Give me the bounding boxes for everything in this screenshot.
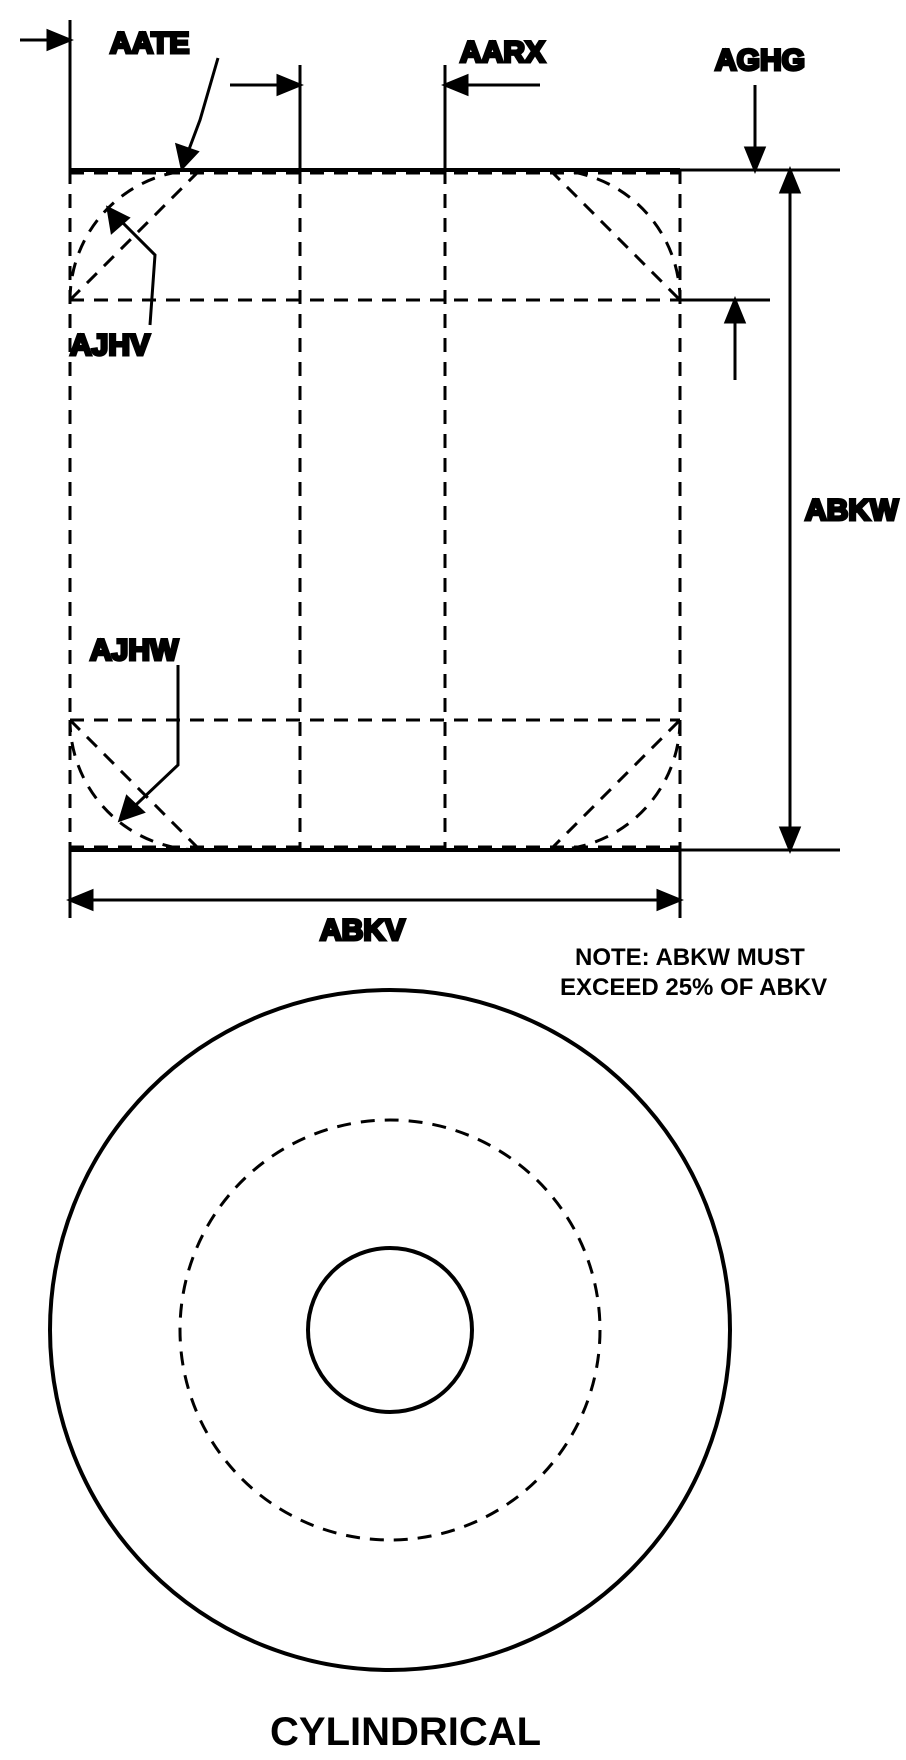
label-abkv: ABKV (320, 914, 405, 947)
aarx-arrowL (278, 76, 300, 94)
hidden-circle (180, 1120, 600, 1540)
aghg-arrow (746, 148, 764, 170)
ajhv-leader-arrow (108, 208, 128, 232)
label-aghg: AGHG (715, 44, 805, 77)
dimensions: AATE AARX AGHG ABKW ABKV (20, 20, 899, 947)
end-view (50, 990, 730, 1670)
chamfer-br (550, 720, 680, 850)
engineering-drawing: AATE AARX AGHG ABKW ABKV (0, 0, 906, 1760)
abkw-arrow-top (781, 170, 799, 192)
abkv-arrowR (658, 891, 680, 909)
note-line1: NOTE: ABKW MUST (575, 944, 805, 971)
abkv-arrowL (70, 891, 92, 909)
label-aate: AATE (110, 27, 189, 60)
aarx-arrowR (445, 76, 467, 94)
label-abkw: ABKW (805, 494, 899, 527)
note-line2: EXCEED 25% OF ABKV (560, 974, 827, 1001)
side-view (70, 170, 680, 850)
outer-circle (50, 990, 730, 1670)
band-arrow (726, 300, 744, 322)
bore-circle (308, 1248, 472, 1412)
abkw-arrow-bot (781, 828, 799, 850)
chamfer-bl (70, 720, 200, 850)
aate-arrow (48, 31, 70, 49)
chamfer-tr (550, 170, 680, 300)
aate-leader-arrow (177, 145, 197, 168)
label-ajhw: AJHW (90, 634, 179, 667)
title: CYLINDRICAL (270, 1710, 541, 1754)
label-aarx: AARX (460, 36, 545, 69)
label-ajhv: AJHV (70, 329, 150, 362)
